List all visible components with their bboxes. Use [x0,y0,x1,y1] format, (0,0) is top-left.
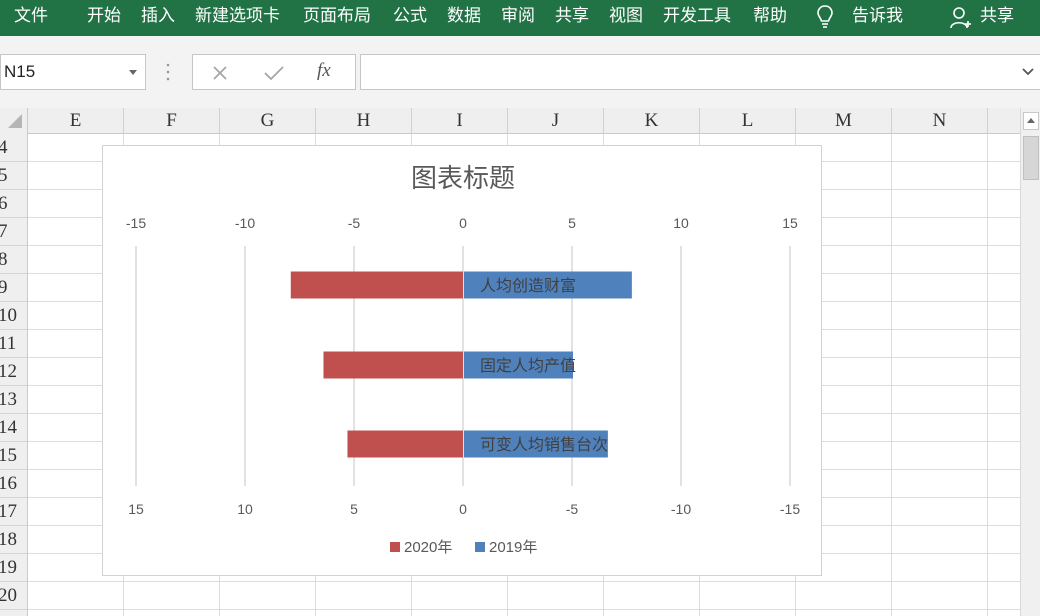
bar-2020 [290,271,463,299]
chevron-down-icon[interactable] [1022,67,1034,77]
column-gridline [987,134,988,616]
tab-formulas[interactable]: 公式 [393,6,427,26]
insert-function-button[interactable]: fx [317,60,331,81]
row-header-20[interactable]: 20 [0,582,27,610]
enter-checkmark-icon[interactable] [263,64,285,82]
tab-insert[interactable]: 插入 [141,6,175,26]
row-header-5[interactable]: 5 [0,162,27,190]
row-header-9[interactable]: 9 [0,274,27,302]
row-header-17[interactable]: 17 [0,498,27,526]
column-header-m[interactable]: M [796,108,892,134]
row-header-19[interactable]: 19 [0,554,27,582]
column-header-n[interactable]: N [892,108,988,134]
column-header-h[interactable]: H [316,108,412,134]
share-button[interactable]: 共享 [980,6,1014,26]
row-header-14[interactable]: 14 [0,414,27,442]
tell-me-search[interactable]: 告诉我 [852,6,903,26]
top-axis-tick-label: 15 [782,215,798,231]
row-header-18[interactable]: 18 [0,526,27,554]
column-header-f[interactable]: F [124,108,220,134]
column-header-l[interactable]: L [700,108,796,134]
name-box[interactable]: N15 [0,54,146,90]
top-axis-tick-label: 0 [459,215,467,231]
bottom-axis-tick-label: 0 [459,501,467,517]
drag-handle-icon[interactable] [166,62,170,82]
name-box-value: N15 [4,62,36,81]
column-header-g[interactable]: G [220,108,316,134]
bottom-axis-tick-label: 15 [128,501,144,517]
row-header-6[interactable]: 6 [0,190,27,218]
row-header-7[interactable]: 7 [0,218,27,246]
vertical-scrollbar[interactable] [1020,108,1040,616]
column-gridline [891,134,892,616]
person-icon[interactable] [950,6,972,30]
tab-data[interactable]: 数据 [447,6,481,26]
row-header-13[interactable]: 13 [0,386,27,414]
bottom-axis-tick-label: -5 [566,501,579,517]
top-axis-tick-label: -10 [235,215,255,231]
tab-share[interactable]: 共享 [555,6,589,26]
scroll-thumb[interactable] [1023,136,1039,180]
top-axis-tick-label: 10 [673,215,689,231]
tab-help[interactable]: 帮助 [753,6,787,26]
row-header-11[interactable]: 11 [0,330,27,358]
lightbulb-icon[interactable] [816,4,834,30]
row-header-16[interactable]: 16 [0,470,27,498]
row-gridline [28,581,1020,582]
chevron-up-icon [1027,118,1035,123]
bar-2019 [464,351,573,379]
tab-view[interactable]: 视图 [609,6,643,26]
column-header-e[interactable]: E [28,108,124,134]
select-all-triangle-icon [8,114,22,128]
top-axis-tick-label: -15 [126,215,146,231]
formula-input[interactable] [360,54,1040,90]
row-header-10[interactable]: 10 [0,302,27,330]
row-header-15[interactable]: 15 [0,442,27,470]
bottom-axis-tick-label: 10 [237,501,253,517]
row-header-12[interactable]: 12 [0,358,27,386]
tab-review[interactable]: 审阅 [501,6,535,26]
column-header-i[interactable]: I [412,108,508,134]
bar-2019 [464,430,608,458]
bottom-axis-tick-label: -15 [780,501,800,517]
ribbon-tab-bar: 文件 开始 插入 新建选项卡 页面布局 公式 数据 审阅 共享 视图 开发工具 … [0,0,1040,36]
category-label: 可变人均销售台次 [480,435,608,454]
category-label: 人均创造财富 [480,276,576,295]
formula-buttons: fx [192,54,356,90]
top-axis-tick-label: 5 [568,215,576,231]
formula-bar-row: N15 fx [0,36,1040,108]
chart-title: 图表标题 [411,163,515,193]
column-header-k[interactable]: K [604,108,700,134]
scroll-up-button[interactable] [1023,112,1039,130]
tab-file[interactable]: 文件 [14,6,48,26]
chevron-down-icon[interactable] [129,70,137,75]
bar-2019 [464,271,632,299]
tab-page-layout[interactable]: 页面布局 [303,6,371,26]
select-all-corner[interactable] [0,108,28,134]
row-header-bar: 4567891011121314151617181920 [0,134,28,616]
row-gridline [28,609,1020,610]
tab-developer[interactable]: 开发工具 [663,6,731,26]
row-header-4[interactable]: 4 [0,134,27,162]
cancel-icon[interactable] [211,64,229,82]
tab-new-tab[interactable]: 新建选项卡 [195,6,280,26]
legend-label-2020: 2020年 [404,539,452,556]
bar-2020 [323,351,463,379]
row-header-8[interactable]: 8 [0,246,27,274]
chart-canvas: 图表标题 -15 15 -10 10 -5 5 0 0 5 -5 10 -10 15 -15 人均创造财富固定… [126,163,800,556]
legend-swatch-2020 [390,542,400,552]
top-axis-tick-label: -5 [348,215,361,231]
bottom-axis-tick-label: -10 [671,501,691,517]
tab-home[interactable]: 开始 [87,6,121,26]
chart-object[interactable]: 图表标题 -15 15 -10 10 -5 5 0 0 5 -5 10 -10 15 -15 人均创造财富 固定… [102,145,822,576]
legend-label-2019: 2019年 [489,539,537,556]
column-header-j[interactable]: J [508,108,604,134]
legend-swatch-2019 [475,542,485,552]
bar-2020 [347,430,463,458]
bottom-axis-tick-label: 5 [350,501,358,517]
category-label: 固定人均产值 [480,356,576,375]
